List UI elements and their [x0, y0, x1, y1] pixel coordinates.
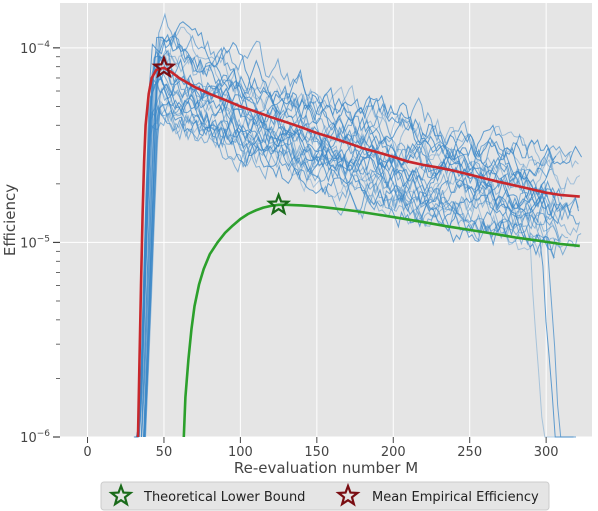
y-tick-label: 10−6: [20, 429, 50, 446]
x-tick-label: 100: [228, 445, 253, 460]
run-trace: [138, 38, 546, 438]
run-trace: [144, 35, 555, 438]
x-tick-label: 300: [534, 445, 559, 460]
run-trace: [136, 64, 553, 438]
run-trace: [143, 93, 563, 438]
x-tick-label: 200: [381, 445, 406, 460]
run-trace: [140, 31, 583, 438]
x-tick-label: 250: [457, 445, 482, 460]
legend-star-marker: [335, 482, 361, 507]
y-tick-label: 10−4: [20, 40, 50, 57]
star-marker: [151, 54, 177, 79]
run-trace: [134, 100, 569, 438]
y-axis-title: Efficiency: [1, 184, 19, 256]
series-line: [136, 66, 580, 438]
run-trace: [143, 12, 572, 438]
y-axis-ticks: 10−6 10−5 10−4: [20, 40, 60, 446]
x-axis-title: Re-evaluation number M: [234, 459, 418, 477]
legend-label: Theoretical Lower Bound: [143, 490, 305, 505]
series-markers: [151, 54, 292, 216]
run-trace: [143, 49, 560, 438]
x-axis-ticks: 0 50 100 150 200 250 300: [83, 437, 559, 460]
run-trace: [144, 100, 581, 438]
run-trace: [136, 21, 557, 438]
legend-label: Mean Empirical Efficiency: [372, 490, 539, 505]
legend: Theoretical Lower Bound Mean Empirical Ef…: [100, 481, 550, 511]
run-trace: [136, 66, 563, 438]
x-tick-label: 50: [156, 445, 173, 460]
star-marker: [266, 191, 292, 216]
legend-box: [100, 481, 550, 511]
x-tick-label: 150: [304, 445, 329, 460]
x-tick-label: 0: [83, 445, 91, 460]
run-trace: [134, 100, 582, 438]
run-trace: [141, 83, 576, 438]
y-tick-label: 10−5: [20, 234, 50, 251]
run-trace: [133, 104, 572, 438]
run-trace: [140, 83, 561, 438]
run-trace: [140, 54, 567, 438]
legend-star-marker: [108, 482, 134, 507]
